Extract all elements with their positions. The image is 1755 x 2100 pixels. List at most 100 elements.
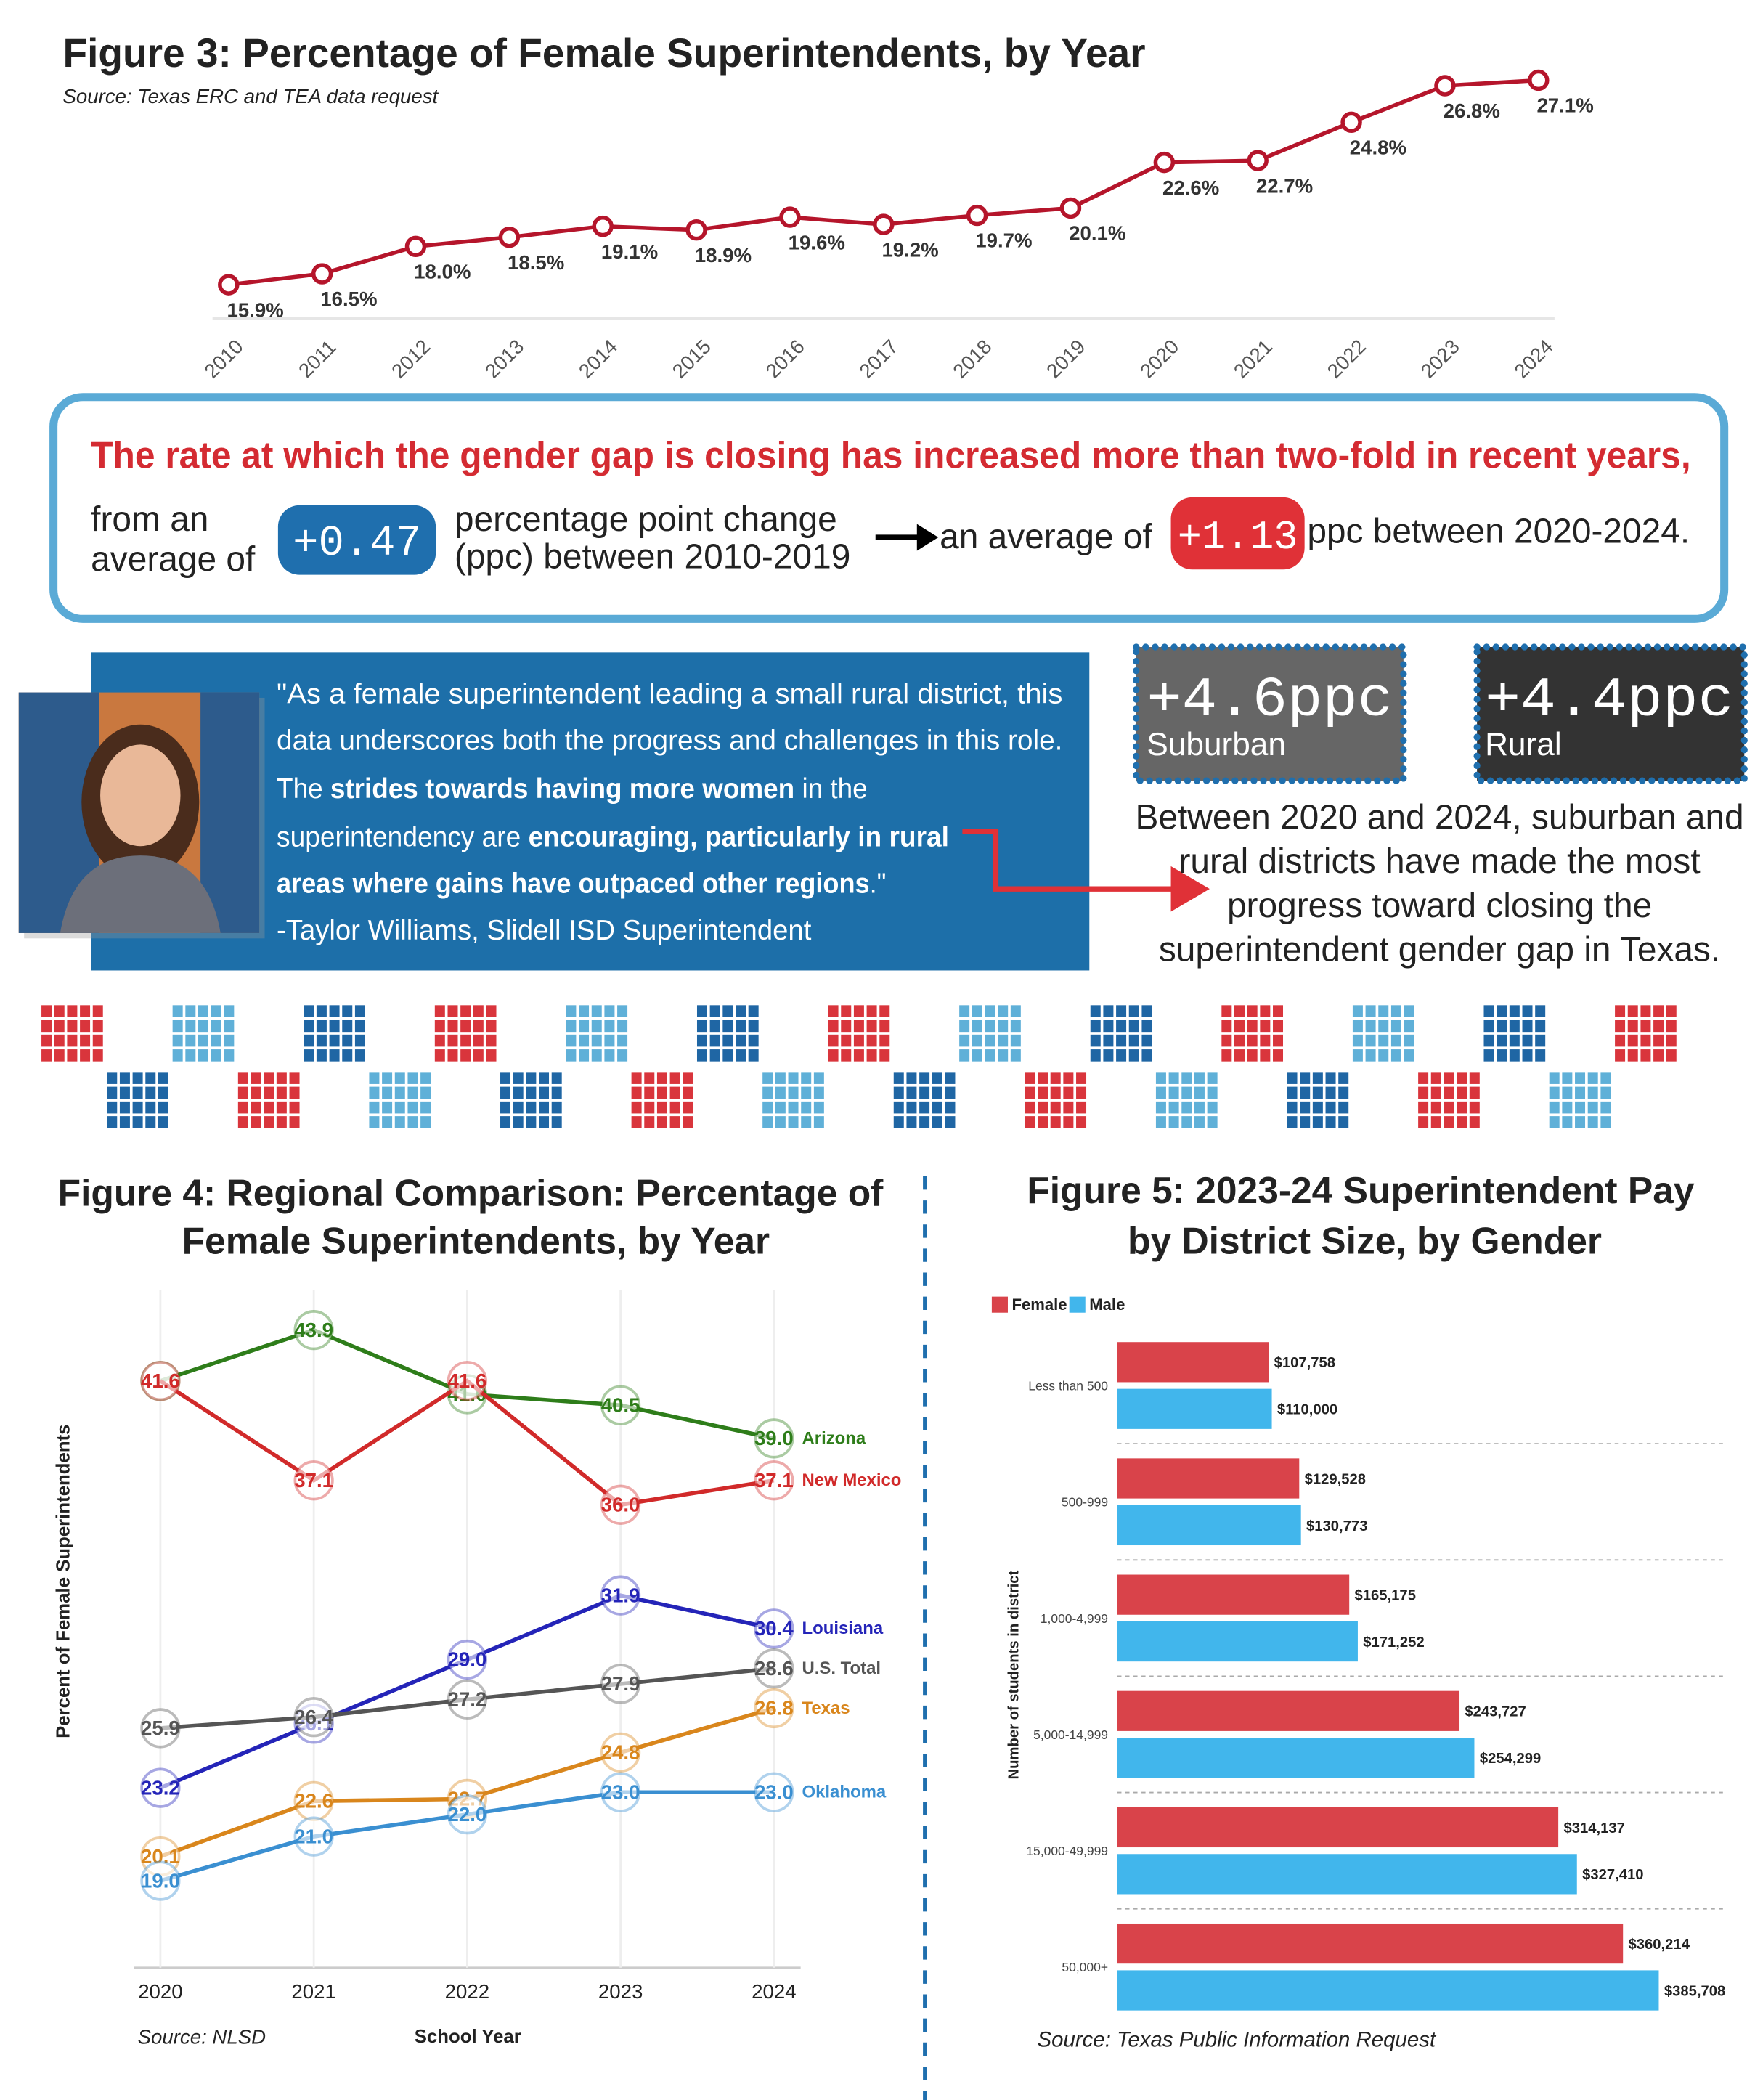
icon-cell: [998, 1005, 1009, 1017]
icon-cell: [185, 1020, 196, 1033]
icon-cell: [1418, 1072, 1429, 1084]
x-tick-label: 2011: [294, 335, 341, 382]
icon-cell: [1378, 1005, 1389, 1017]
point: [754, 1460, 794, 1501]
quote-text: superintendency are: [277, 821, 529, 852]
icon-cell: [972, 1034, 982, 1047]
point: [754, 1608, 794, 1649]
icon-cell: [985, 1020, 995, 1033]
icon-cell: [1483, 1049, 1494, 1062]
callout-heading: The rate at which the gender gap is clos…: [91, 434, 1690, 476]
icon-cell: [1615, 1049, 1626, 1062]
icon-cell: [591, 1020, 602, 1033]
icon-cell: [382, 1086, 393, 1099]
point: [447, 1679, 487, 1720]
icon-cell: [1168, 1101, 1179, 1114]
data-label: $130,773: [1306, 1518, 1367, 1534]
icon-cell: [709, 1020, 720, 1033]
icon-cell: [1457, 1101, 1467, 1114]
icon-cell: [513, 1086, 524, 1099]
icon-cell: [1181, 1116, 1192, 1128]
icon-cell: [1194, 1101, 1205, 1114]
icon-cell: [644, 1086, 655, 1099]
icon-cell: [1287, 1086, 1298, 1099]
icon-cell: [1221, 1020, 1232, 1033]
icon-cell: [959, 1034, 970, 1047]
icon-cell: [145, 1116, 156, 1128]
bar: [1117, 1458, 1300, 1499]
icon-cell: [369, 1072, 380, 1084]
data-label: 30.4: [754, 1617, 794, 1640]
icon-cell: [289, 1101, 300, 1114]
icon-cell: [788, 1116, 799, 1128]
icon-cell: [394, 1072, 405, 1084]
icon-cell: [185, 1034, 196, 1047]
point: [873, 213, 895, 235]
data-label: 19.6%: [789, 231, 845, 253]
data-label: 19.7%: [975, 229, 1032, 252]
icon-cell: [304, 1034, 314, 1047]
icon-cell: [1116, 1020, 1127, 1033]
icon-cell: [369, 1101, 380, 1114]
icon-cell: [1116, 1034, 1127, 1047]
icon-cell: [736, 1020, 746, 1033]
icon-cell: [486, 1005, 497, 1017]
icon-cell: [1247, 1049, 1258, 1062]
icon-cell: [1469, 1116, 1480, 1128]
data-label: 23.0: [601, 1780, 640, 1803]
quote-line: superintendency are encouraging, particu…: [277, 821, 949, 852]
icon-cell: [932, 1101, 942, 1114]
icon-cell: [775, 1072, 786, 1084]
icon-cell: [1260, 1020, 1271, 1033]
icon-cell: [879, 1005, 890, 1017]
point: [447, 1794, 487, 1835]
icon-cell: [879, 1034, 890, 1047]
icon-cell: [866, 1034, 877, 1047]
icon-cell: [394, 1086, 405, 1099]
icon-cell: [1141, 1034, 1152, 1047]
icon-cell: [132, 1072, 143, 1084]
icon-cell: [460, 1005, 471, 1017]
icon-cell: [1141, 1049, 1152, 1062]
icon-cell: [841, 1005, 852, 1017]
data-label: $254,299: [1480, 1751, 1541, 1767]
icon-cell: [1116, 1049, 1127, 1062]
point: [218, 274, 240, 296]
data-label: 21.0: [294, 1825, 333, 1847]
icon-cell: [460, 1020, 471, 1033]
icon-cell: [1260, 1034, 1271, 1047]
icon-cell: [762, 1086, 773, 1099]
icon-cell: [526, 1116, 537, 1128]
icon-cell: [67, 1020, 78, 1033]
chart-title: by District Size, by Gender: [1128, 1220, 1602, 1262]
icon-cell: [1103, 1005, 1114, 1017]
icon-cell: [866, 1005, 877, 1017]
icon-cell: [1615, 1034, 1626, 1047]
icon-cell: [1287, 1116, 1298, 1128]
data-label: $165,175: [1355, 1587, 1416, 1603]
icon-cell: [1352, 1020, 1363, 1033]
icon-cell: [879, 1049, 890, 1062]
icon-cell: [342, 1049, 353, 1062]
callout-text: ppc between 2020-2024.: [1307, 512, 1690, 550]
icon-cell: [1430, 1086, 1441, 1099]
icon-cell: [342, 1020, 353, 1033]
icon-cell: [959, 1020, 970, 1033]
callout-text: an average of: [940, 518, 1152, 556]
x-tick-label: 2020: [138, 1980, 182, 2003]
icon-cell: [1600, 1072, 1611, 1084]
legend-label: Arizona: [802, 1428, 866, 1448]
point: [600, 1772, 641, 1812]
icon-cell: [1181, 1072, 1192, 1084]
icon-cell: [893, 1101, 904, 1114]
data-label: 40.5: [601, 1393, 640, 1416]
x-tick-label: 2010: [200, 335, 247, 382]
icon-cell: [1497, 1049, 1507, 1062]
icon-cell: [1038, 1116, 1048, 1128]
icon-cell: [1300, 1072, 1311, 1084]
y-tick-label: 1,000-4,999: [1041, 1611, 1108, 1626]
data-label: $314,137: [1563, 1820, 1624, 1836]
icon-cell: [1483, 1005, 1494, 1017]
icon-cell: [1128, 1049, 1139, 1062]
x-tick-label: 2022: [1323, 335, 1370, 382]
